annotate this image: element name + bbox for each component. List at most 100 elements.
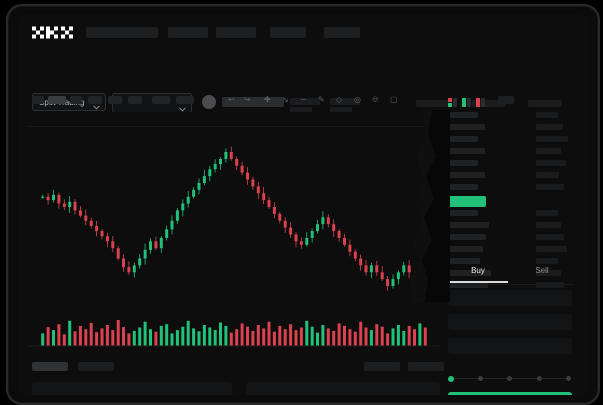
orderbook-bid-size (536, 246, 567, 252)
trash-icon[interactable]: ▢ (390, 95, 398, 104)
orderbook-ask-price[interactable] (448, 184, 478, 190)
slider-step-0[interactable] (448, 375, 454, 382)
stat-funding (528, 100, 562, 107)
orderbook-bid-size (536, 282, 564, 288)
redo-icon[interactable]: ↪ (244, 95, 251, 104)
chart-type-menu[interactable] (176, 96, 194, 104)
timeframe-5[interactable] (108, 96, 122, 104)
slider-step-2[interactable] (507, 376, 512, 381)
orderbook-bid-size (536, 210, 558, 216)
nav-item-4[interactable] (270, 27, 306, 38)
trade-panel-divider (446, 284, 574, 285)
orderbook-header (448, 94, 514, 107)
orderbook-bid-price[interactable] (448, 222, 489, 228)
orderbook-ask-size (536, 136, 568, 142)
active-tab-underline (448, 281, 508, 283)
orderbook-ask-size (536, 184, 564, 190)
stat-high-label (330, 107, 352, 114)
pencil-icon[interactable]: ✎ (318, 95, 325, 104)
price-chart[interactable] (28, 112, 440, 308)
market-subheader: Spot Trading (18, 48, 588, 114)
order-amount-field[interactable] (448, 314, 572, 330)
orderbook-ask-size (536, 148, 561, 154)
order-total-field[interactable] (448, 338, 572, 354)
orderbook-bid-price[interactable] (448, 258, 480, 264)
stat-index (472, 100, 506, 107)
magnet-icon[interactable]: ◇ (336, 95, 343, 104)
stat-change-value (290, 98, 320, 105)
orderbook-ask-price[interactable] (448, 160, 478, 166)
orderbook-bid-price[interactable] (448, 210, 478, 216)
orderbook-bid-price[interactable] (448, 270, 491, 276)
nav-item-3[interactable] (216, 27, 256, 38)
orderbook-bids-icon[interactable] (462, 95, 472, 107)
orderbook-ask-price[interactable] (448, 124, 485, 130)
orderbook-asks-icon[interactable] (476, 95, 486, 107)
orderbook-both-icon[interactable] (448, 95, 458, 107)
orderbook-ask-price[interactable] (448, 172, 485, 178)
timeframe-active[interactable] (48, 96, 66, 104)
eye-icon[interactable]: ◎ (354, 95, 361, 104)
orderbook-ask-size (536, 172, 559, 178)
nav-item-1[interactable] (86, 27, 158, 38)
nav-item-5[interactable] (324, 27, 360, 38)
orderbook-ask-price[interactable] (448, 136, 478, 142)
amount-slider[interactable] (448, 374, 572, 384)
orderbook-grouping-select[interactable] (498, 96, 514, 104)
panel-right[interactable] (246, 382, 440, 395)
timeframe-3[interactable] (70, 96, 82, 104)
undo-icon[interactable]: ↩ (228, 95, 235, 104)
trade-side-tabs: Buy Sell (446, 266, 574, 284)
orderbook-ask-price[interactable] (448, 148, 485, 154)
orderbook-bid-price[interactable] (448, 246, 483, 252)
stat-volume (416, 100, 450, 107)
order-price-field[interactable] (448, 290, 572, 306)
okx-logo-icon[interactable] (32, 25, 76, 39)
timeframe-1[interactable] (32, 96, 44, 104)
orderbook-mid-price (448, 196, 486, 207)
lock-icon[interactable]: ⎊ (372, 95, 379, 104)
tab-buy[interactable]: Buy (471, 266, 485, 275)
pair-name-label (222, 97, 284, 107)
coin-avatar-icon (202, 95, 216, 109)
chart-toolbar: ↩ ↪ ✚ ↘ ∽ ✎ ◇ ◎ ⎊ ▢ (32, 92, 436, 108)
wave-icon[interactable]: ∽ (300, 95, 307, 104)
timeframe-6[interactable] (128, 96, 142, 104)
chart-tab-2[interactable] (78, 362, 114, 371)
submit-buy-button[interactable] (448, 392, 572, 395)
indicator-menu[interactable] (152, 96, 170, 104)
nav-item-2[interactable] (168, 27, 208, 38)
chart-tab-3[interactable] (364, 362, 400, 371)
top-navigation-bar (18, 14, 588, 48)
chart-tab-active[interactable] (32, 362, 68, 371)
orderbook-bid-price[interactable] (448, 282, 488, 288)
orderbook-ask-size (536, 160, 566, 166)
orderbook-bid-size (536, 258, 558, 264)
volume-series (28, 320, 440, 347)
timeframe-4[interactable] (88, 96, 102, 104)
orderbook-ask-size (536, 112, 558, 118)
orderbook-ask-size (536, 124, 563, 130)
orderbook-bid-price[interactable] (448, 234, 486, 240)
stat-change-label (290, 107, 312, 114)
slider-step-4[interactable] (566, 376, 571, 381)
chevron-down-icon (93, 99, 100, 117)
trendline-icon[interactable]: ↘ (282, 95, 289, 104)
chart-tab-4[interactable] (408, 362, 444, 371)
panel-left[interactable] (32, 382, 232, 395)
orderbook-bid-size (536, 222, 561, 228)
app-screen: Spot Trading (18, 14, 588, 395)
tablet-device-frame: Spot Trading (6, 4, 600, 405)
slider-step-3[interactable] (536, 376, 542, 381)
orderbook-bid-size (536, 270, 561, 276)
stat-high-value (330, 98, 360, 105)
crosshair-icon[interactable]: ✚ (264, 95, 271, 104)
volume-chart (28, 310, 440, 354)
slider-step-1[interactable] (477, 376, 483, 381)
orderbook-ask-price[interactable] (448, 112, 478, 118)
chevron-down-icon (179, 99, 186, 117)
tab-sell[interactable]: Sell (535, 266, 549, 275)
candlestick-series (41, 146, 427, 291)
orderbook-bid-size (536, 234, 564, 240)
